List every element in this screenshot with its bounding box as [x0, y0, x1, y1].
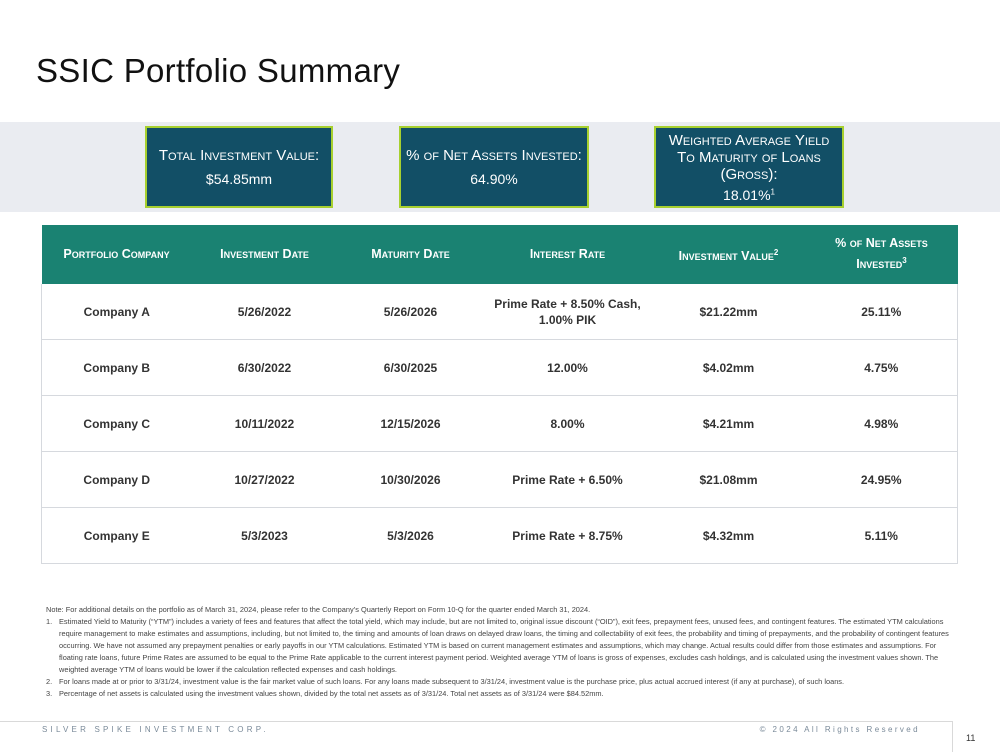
footnote-ref: 3	[902, 256, 907, 266]
cell-investment-date: 5/3/2023	[191, 507, 338, 564]
cell-maturity-date: 5/3/2026	[337, 507, 484, 564]
cell-company: Company C	[41, 395, 192, 452]
cell-interest-rate: Prime Rate + 6.50%	[483, 451, 652, 508]
cell-investment-value: $21.08mm	[651, 451, 806, 508]
kpi-weighted-average-yield: Weighted Average Yield To Maturity of Lo…	[654, 126, 844, 208]
cell-company: Company B	[41, 339, 192, 396]
cell-interest-rate: 8.00%	[483, 395, 652, 452]
kpi-label-line: To Maturity of Loans	[677, 148, 821, 166]
footnote-number: 1.	[46, 617, 53, 626]
table-row: Company A 5/26/2022 5/26/2026 Prime Rate…	[41, 284, 958, 340]
cell-investment-value: $4.32mm	[651, 507, 806, 564]
cell-net-assets-pct: 5.11%	[805, 507, 958, 564]
cell-net-assets-pct: 4.98%	[805, 395, 958, 452]
header-maturity-date: Maturity Date	[337, 225, 484, 284]
footnote-text: For loans made at or prior to 3/31/24, i…	[59, 677, 845, 686]
cell-interest-rate: 12.00%	[483, 339, 652, 396]
kpi-value: 64.90%	[470, 171, 518, 187]
kpi-label: % of Net Assets Invested:	[406, 147, 582, 164]
footnote-number: 3.	[46, 689, 53, 698]
kpi-value: 18.01%1	[723, 186, 775, 203]
header-investment-value: Investment Value2	[651, 225, 806, 284]
cell-interest-rate: Prime Rate + 8.75%	[483, 507, 652, 564]
cell-investment-date: 5/26/2022	[191, 284, 338, 340]
kpi-label: Total Investment Value:	[158, 147, 320, 164]
table-header-row: Portfolio Company Investment Date Maturi…	[41, 225, 958, 284]
cell-investment-date: 10/11/2022	[191, 395, 338, 452]
kpi-total-investment-value: Total Investment Value: $54.85mm	[145, 126, 333, 208]
footer-divider	[0, 721, 952, 722]
footnote-item: 2. For loans made at or prior to 3/31/24,…	[46, 676, 958, 688]
cell-company: Company E	[41, 507, 192, 564]
cell-maturity-date: 5/26/2026	[337, 284, 484, 340]
footnote-intro: Note: For additional details on the port…	[46, 605, 591, 614]
footnote-item: 1. Estimated Yield to Maturity (“YTM”) in…	[46, 616, 958, 676]
cell-investment-value: $21.22mm	[651, 284, 806, 340]
kpi-net-assets-invested: % of Net Assets Invested: 64.90%	[399, 126, 589, 208]
table-row: Company B 6/30/2022 6/30/2025 12.00% $4.…	[41, 339, 958, 396]
cell-net-assets-pct: 4.75%	[805, 339, 958, 396]
cell-net-assets-pct: 24.95%	[805, 451, 958, 508]
header-net-assets-invested: % of Net Assets Invested3	[805, 225, 958, 284]
portfolio-table: Portfolio Company Investment Date Maturi…	[41, 225, 958, 564]
footnote-ref: 1	[770, 186, 775, 196]
footnote-text: Percentage of net assets is calculated u…	[59, 689, 604, 698]
header-interest-rate: Interest Rate	[483, 225, 652, 284]
page-number: 11	[966, 733, 976, 743]
cell-maturity-date: 10/30/2026	[337, 451, 484, 508]
cell-maturity-date: 12/15/2026	[337, 395, 484, 452]
cell-investment-value: $4.21mm	[651, 395, 806, 452]
kpi-label-line: (Gross):	[720, 165, 778, 183]
footnote-item: 3. Percentage of net assets is calculated…	[46, 688, 958, 700]
cell-net-assets-pct: 25.11%	[805, 284, 958, 340]
footnote-ref: 2	[773, 247, 779, 257]
page-title: SSIC Portfolio Summary	[36, 52, 401, 89]
cell-maturity-date: 6/30/2025	[337, 339, 484, 396]
table-row: Company E 5/3/2023 5/3/2026 Prime Rate +…	[41, 507, 958, 564]
cell-company: Company D	[41, 451, 192, 508]
footnote-number: 2.	[46, 677, 53, 686]
kpi-value: $54.85mm	[205, 171, 273, 187]
table-row: Company D 10/27/2022 10/30/2026 Prime Ra…	[41, 451, 958, 508]
kpi-label-line: Weighted Average Yield	[668, 131, 830, 149]
cell-investment-date: 6/30/2022	[191, 339, 338, 396]
footer-company-name: SILVER SPIKE INVESTMENT CORP.	[42, 725, 269, 734]
table-row: Company C 10/11/2022 12/15/2026 8.00% $4…	[41, 395, 958, 452]
cell-investment-date: 10/27/2022	[191, 451, 338, 508]
cell-company: Company A	[41, 284, 192, 340]
cell-interest-rate: Prime Rate + 8.50% Cash, 1.00% PIK	[483, 284, 652, 340]
header-investment-date: Investment Date	[191, 225, 338, 284]
footnote-text: Estimated Yield to Maturity (“YTM”) incl…	[59, 617, 949, 674]
footer-vertical-divider	[952, 721, 953, 752]
header-portfolio-company: Portfolio Company	[41, 225, 192, 284]
footnotes: Note: For additional details on the port…	[46, 604, 958, 700]
cell-investment-value: $4.02mm	[651, 339, 806, 396]
footer-copyright: © 2024 All Rights Reserved	[759, 725, 920, 734]
